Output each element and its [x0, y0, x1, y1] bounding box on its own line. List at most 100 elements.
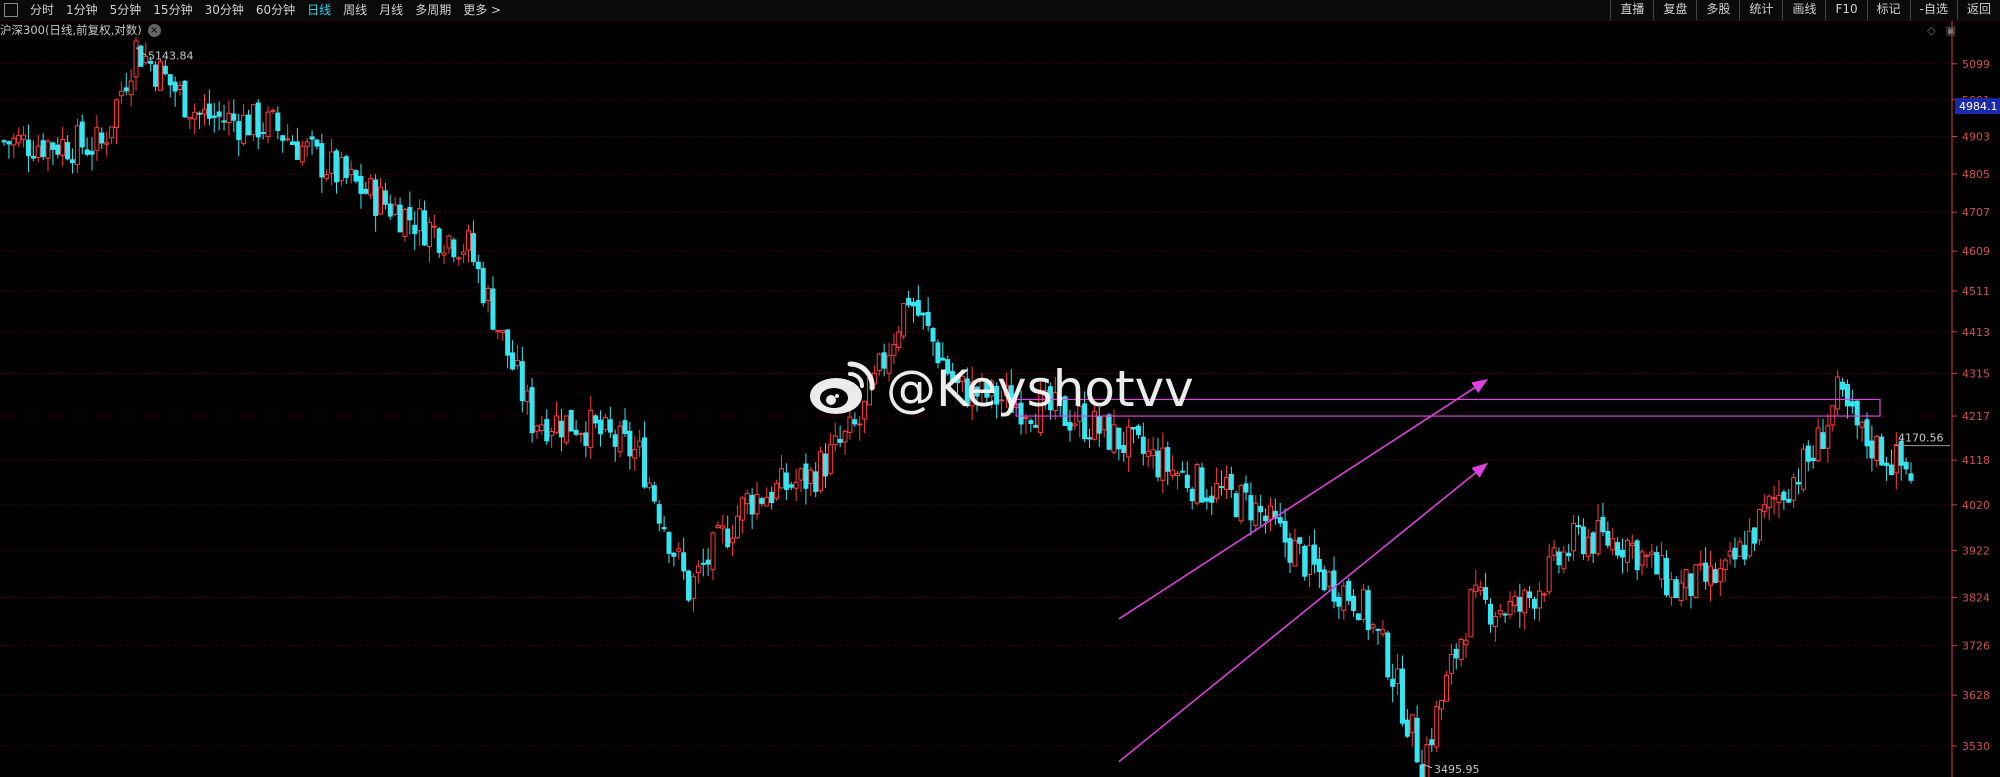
candle [617, 425, 623, 453]
candle [1082, 403, 1088, 440]
candle [1, 140, 7, 143]
period-tab-2[interactable]: 5分钟 [109, 3, 142, 17]
candle [1556, 551, 1562, 566]
candle [1571, 522, 1577, 552]
candle [690, 576, 696, 599]
candle [524, 390, 530, 403]
candle [1849, 401, 1855, 407]
candle [549, 431, 555, 437]
candle [1077, 406, 1083, 422]
candle [11, 137, 17, 146]
action-button-7[interactable]: -自选 [1909, 0, 1957, 20]
candle [1786, 498, 1792, 503]
candle [632, 449, 638, 459]
period-tab-9[interactable]: 多周期 [415, 3, 452, 17]
candle [1047, 386, 1053, 411]
candle [1096, 416, 1102, 434]
y-tick-label: 4413 [1962, 326, 1990, 339]
candle [1703, 562, 1709, 582]
candle [412, 224, 418, 235]
action-button-6[interactable]: 标记 [1866, 0, 1910, 20]
candle [1414, 717, 1420, 763]
candlestick-chart[interactable]: 5099500149034805470746094511441343154217… [0, 21, 2000, 777]
candle [622, 420, 628, 435]
period-tab-5[interactable]: 60分钟 [255, 3, 296, 17]
candle [241, 114, 247, 144]
period-tab-3[interactable]: 15分钟 [153, 3, 193, 17]
candle [1908, 473, 1914, 481]
candle [1844, 383, 1850, 407]
candle [1453, 648, 1459, 659]
candle [182, 80, 188, 118]
action-button-8[interactable]: 返回 [1956, 0, 2000, 20]
candle [1223, 476, 1229, 491]
candle [118, 90, 124, 97]
candle [231, 113, 237, 121]
period-tab-8[interactable]: 月线 [379, 3, 404, 17]
action-button-3[interactable]: 统计 [1739, 0, 1782, 20]
action-button-1[interactable]: 复盘 [1653, 0, 1696, 20]
candle [157, 61, 163, 91]
candle [1854, 400, 1860, 426]
candle [1458, 638, 1464, 661]
action-button-5[interactable]: F10 [1825, 0, 1866, 20]
candle [1771, 497, 1777, 500]
action-button-0[interactable]: 直播 [1610, 0, 1653, 20]
candle [1791, 477, 1797, 501]
candle [16, 135, 22, 144]
candle [353, 170, 359, 182]
period-tab-7[interactable]: 周线 [343, 3, 368, 17]
candle [1761, 504, 1767, 512]
candle [1160, 447, 1166, 481]
candle [1175, 473, 1181, 477]
candle [69, 159, 75, 164]
period-tab-6[interactable]: 日线 [307, 3, 332, 17]
candle [79, 121, 85, 148]
channel-line-0 [1118, 379, 1489, 620]
close-indicator-icon[interactable]: × [147, 23, 161, 37]
candle [1248, 495, 1254, 521]
panel-toggle-icon[interactable]: ▣ [1945, 24, 1956, 37]
candle [1776, 494, 1782, 503]
candle [1360, 589, 1366, 620]
candle [964, 378, 970, 407]
candle [1737, 541, 1743, 557]
candle [935, 342, 941, 364]
period-tab-4[interactable]: 30分钟 [204, 3, 244, 17]
candle [881, 352, 887, 369]
candle [1204, 497, 1210, 502]
candle [642, 437, 648, 488]
candle [1214, 483, 1220, 500]
candle [1395, 668, 1401, 685]
layout-toggle-icon[interactable] [4, 3, 18, 17]
period-tab-10[interactable]: 更多 > [463, 3, 502, 17]
period-tab-0[interactable]: 分时 [30, 3, 55, 17]
candle [612, 434, 618, 447]
candle [686, 570, 692, 601]
action-button-2[interactable]: 多股 [1696, 0, 1739, 20]
candle [519, 361, 525, 402]
candle [627, 430, 633, 457]
candle [55, 144, 61, 155]
action-button-4[interactable]: 画线 [1782, 0, 1825, 20]
last-price-label: 4170.56 [1898, 432, 1944, 445]
candle [275, 112, 281, 132]
candle [920, 312, 926, 316]
candle [1575, 525, 1581, 528]
candle [558, 420, 564, 438]
candle [392, 204, 398, 215]
candle [1131, 427, 1137, 430]
candle [1390, 678, 1396, 687]
candle [153, 64, 159, 87]
candle [705, 559, 711, 565]
candle [270, 109, 276, 112]
candle [470, 233, 476, 262]
candle [1732, 547, 1738, 560]
diamond-icon[interactable]: ◇ [1927, 24, 1936, 37]
candle [35, 145, 41, 159]
candle [466, 230, 472, 251]
period-tab-1[interactable]: 1分钟 [66, 3, 98, 17]
y-tick-label: 4020 [1962, 499, 1990, 512]
candle [451, 239, 457, 258]
candle [1297, 537, 1303, 544]
